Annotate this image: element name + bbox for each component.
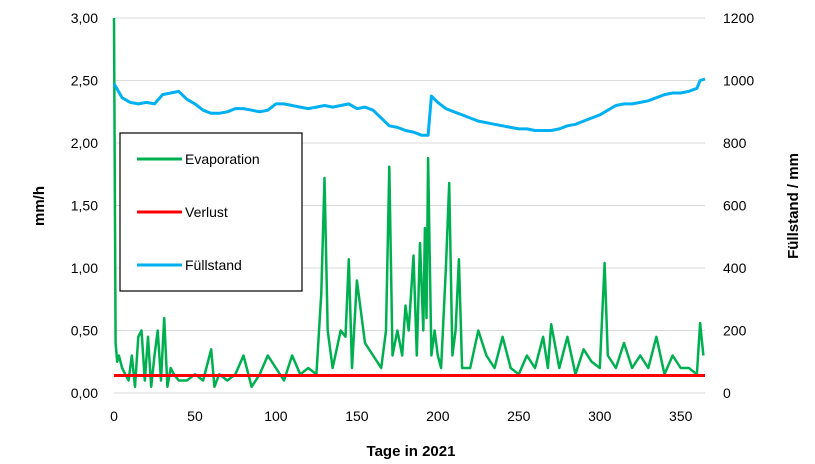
legend-label-fuellstand: Füllstand bbox=[185, 257, 242, 273]
y2-tick-label: 400 bbox=[723, 260, 747, 276]
x-tick-label: 350 bbox=[669, 408, 693, 424]
y-tick-label: 0,50 bbox=[71, 323, 98, 339]
x-tick-label: 200 bbox=[426, 408, 450, 424]
y-tick-label: 0,00 bbox=[71, 385, 98, 401]
y-tick-label: 2,00 bbox=[71, 135, 98, 151]
x-tick-label: 50 bbox=[187, 408, 203, 424]
y2-ticks: 0 200 400 600 800 1000 1200 bbox=[723, 10, 754, 401]
y2-axis-title: Füllstand / mm bbox=[785, 153, 802, 259]
series-fuellstand-line bbox=[112, 77, 706, 137]
legend-label-evaporation: Evaporation bbox=[185, 151, 260, 167]
y2-tick-label: 1000 bbox=[723, 73, 754, 89]
y2-tick-label: 0 bbox=[723, 385, 731, 401]
x-tick-label: 0 bbox=[110, 408, 118, 424]
x-tick-label: 100 bbox=[264, 408, 288, 424]
x-axis-title: Tage in 2021 bbox=[367, 443, 456, 460]
y2-tick-label: 800 bbox=[723, 135, 747, 151]
y2-tick-label: 1200 bbox=[723, 10, 754, 26]
y-ticks: 0,00 0,50 1,00 1,50 2,00 2,50 3,00 bbox=[71, 10, 98, 401]
x-ticks: 0 50 100 150 200 250 300 350 bbox=[110, 408, 693, 424]
y-axis-title: mm/h bbox=[31, 186, 48, 226]
legend-label-verlust: Verlust bbox=[185, 204, 228, 220]
y-tick-label: 1,00 bbox=[71, 260, 98, 276]
legend: Evaporation Verlust Füllstand bbox=[119, 132, 303, 292]
y2-tick-label: 600 bbox=[723, 198, 747, 214]
series-evaporation-line bbox=[112, 17, 705, 389]
y-tick-label: 2,50 bbox=[71, 73, 98, 89]
series-layer bbox=[112, 17, 706, 389]
y2-tick-label: 200 bbox=[723, 323, 747, 339]
x-tick-label: 150 bbox=[345, 408, 369, 424]
x-tick-label: 250 bbox=[507, 408, 531, 424]
x-tick-label: 300 bbox=[588, 408, 612, 424]
y-tick-label: 1,50 bbox=[71, 198, 98, 214]
y-tick-label: 3,00 bbox=[71, 10, 98, 26]
